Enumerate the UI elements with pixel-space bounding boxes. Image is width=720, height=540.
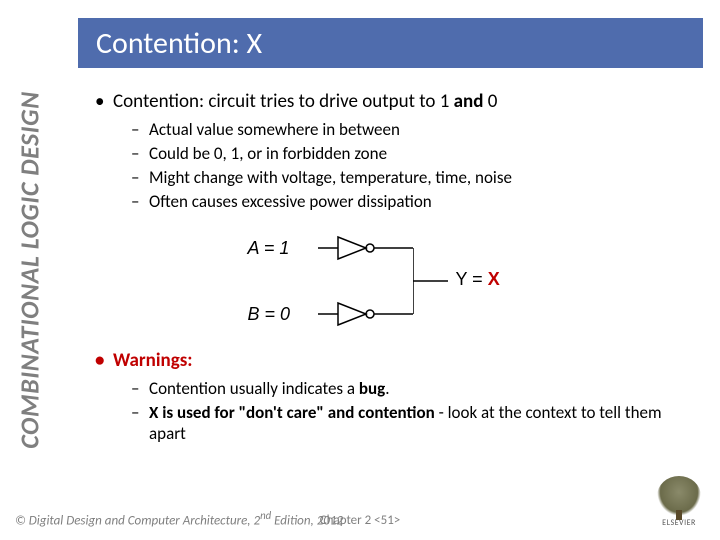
bullet-sub-1: Actual value somewhere in between	[95, 119, 690, 140]
sidebar: COMBINATIONAL LOGIC DESIGN	[0, 0, 60, 540]
title-bar: Contention: X	[78, 18, 703, 68]
inverter-a-icon	[318, 233, 428, 263]
tree-icon	[657, 476, 701, 516]
gate-b-row: B = 0	[248, 299, 428, 329]
bullet-main-1-end: 0	[483, 90, 497, 113]
publisher-logo: ELSEVIER	[653, 476, 705, 528]
gate-a-label: A = 1	[248, 238, 318, 259]
output-y-label: Y =	[456, 269, 488, 289]
bullet-sub-4: Often causes excessive power dissipation	[95, 191, 690, 212]
warn-sub-2a: X is used for "don't care" and contentio…	[149, 402, 435, 423]
output-label-group: Y = X	[456, 269, 500, 290]
gate-a-row: A = 1	[248, 233, 428, 263]
warn-sub-1: Contention usually indicates a bug.	[95, 378, 690, 399]
bullet-sub-3: Might change with voltage, temperature, …	[95, 167, 690, 188]
gate-b-label: B = 0	[248, 304, 318, 325]
footer-chapter: Chapter 2 <51>	[0, 513, 720, 528]
slide-title: Contention: X	[96, 25, 262, 62]
output-y-value: X	[488, 269, 500, 289]
content-area: Contention: circuit tries to drive outpu…	[95, 90, 690, 447]
bullet-main-1-text: Contention: circuit tries to drive outpu…	[113, 90, 454, 113]
warn-sub-1b: bug	[359, 378, 385, 399]
bullet-sub-2: Could be 0, 1, or in forbidden zone	[95, 143, 690, 164]
circuit-diagram: A = 1 B = 0 Y = X	[218, 227, 568, 337]
warn-sub-2: X is used for "don't care" and contentio…	[95, 402, 690, 444]
warn-sub-1a: Contention usually indicates a	[149, 378, 359, 399]
bullet-main-1: Contention: circuit tries to drive outpu…	[95, 90, 690, 113]
warn-sub-1c: .	[385, 378, 389, 399]
bullet-main-1-bold: and	[454, 90, 484, 113]
sidebar-label: COMBINATIONAL LOGIC DESIGN	[14, 91, 46, 448]
inverter-b-icon	[318, 299, 428, 329]
bullet-warnings: Warnings:	[95, 349, 690, 372]
